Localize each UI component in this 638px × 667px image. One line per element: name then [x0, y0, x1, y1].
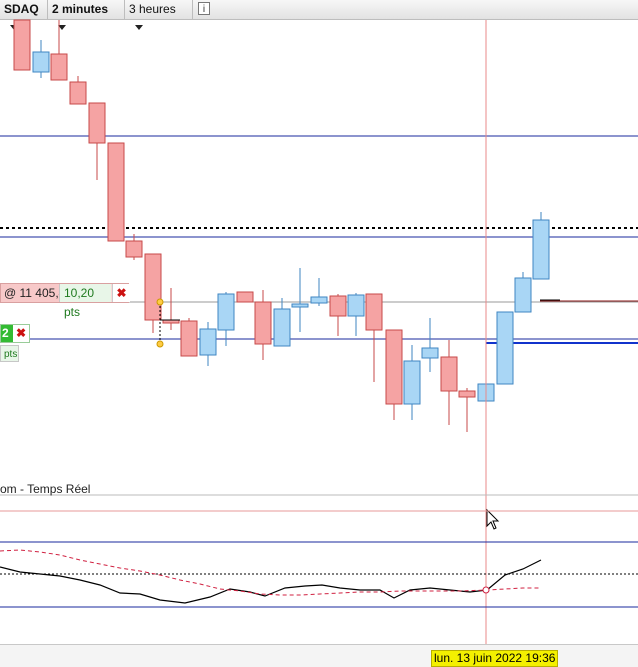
candle-body [365, 293, 383, 331]
candle-body [403, 360, 421, 405]
order-anchor [156, 298, 164, 306]
chevron-down-icon [135, 25, 143, 31]
position-tag[interactable]: 2 ✖ [0, 324, 30, 343]
position-quantity: 2 [2, 326, 9, 340]
candle-body [125, 240, 143, 258]
indicator-solid-line [0, 559, 542, 604]
close-icon[interactable]: ✖ [112, 284, 130, 302]
info-icon[interactable]: i [198, 2, 210, 15]
chevron-down-icon [58, 25, 66, 31]
candle-body [310, 296, 328, 304]
mouse-pointer-icon [486, 508, 500, 530]
candle-body [69, 81, 87, 105]
candle-body [273, 308, 291, 347]
candle-body [88, 102, 106, 144]
candle-body [514, 277, 532, 313]
instrument-label: SDAQ [4, 2, 39, 16]
candle-body [217, 293, 235, 331]
indicator-panel [0, 494, 638, 608]
candle-body [32, 51, 50, 73]
close-icon[interactable]: ✖ [13, 325, 29, 342]
candle-body [291, 303, 309, 308]
candle-body [254, 301, 272, 345]
candle-body [440, 356, 458, 392]
order-anchor [156, 340, 164, 348]
candle-body [421, 347, 439, 359]
period-selector[interactable]: 3 heures [125, 0, 193, 31]
candle-body [50, 53, 68, 81]
candle-body [385, 329, 403, 405]
cursor-time-label: lun. 13 juin 2022 19:36 [431, 650, 559, 667]
period-label: 3 heures [129, 2, 176, 16]
candle-body [329, 295, 347, 317]
candle-body [144, 253, 162, 321]
indicator-label: om - Temps Réel [0, 482, 91, 496]
candle-body [496, 311, 514, 385]
interval-selector[interactable]: 2 minutes [48, 0, 125, 31]
indicator-cursor-marker [482, 586, 490, 594]
position-points: pts [0, 345, 19, 362]
chart-toolbar: SDAQ 2 minutes 3 heures i [0, 0, 638, 31]
order-price: @ 11 405,4 [1, 284, 69, 302]
candlesticks [13, 19, 560, 432]
chart-overlay [156, 20, 500, 644]
candle-body [458, 390, 476, 398]
candle-body [13, 19, 31, 71]
interval-label: 2 minutes [52, 2, 109, 16]
candle-body [107, 142, 125, 242]
candle-body [199, 328, 217, 356]
candle-body [347, 294, 365, 317]
order-points: 10,20 pts [59, 284, 111, 319]
indicator-dashed-line [0, 549, 541, 596]
candle-body [532, 219, 550, 280]
candle-body [180, 320, 198, 357]
candle-body [236, 291, 254, 303]
order-tag[interactable]: @ 11 405,4 10,20 pts ✖ [0, 283, 130, 319]
